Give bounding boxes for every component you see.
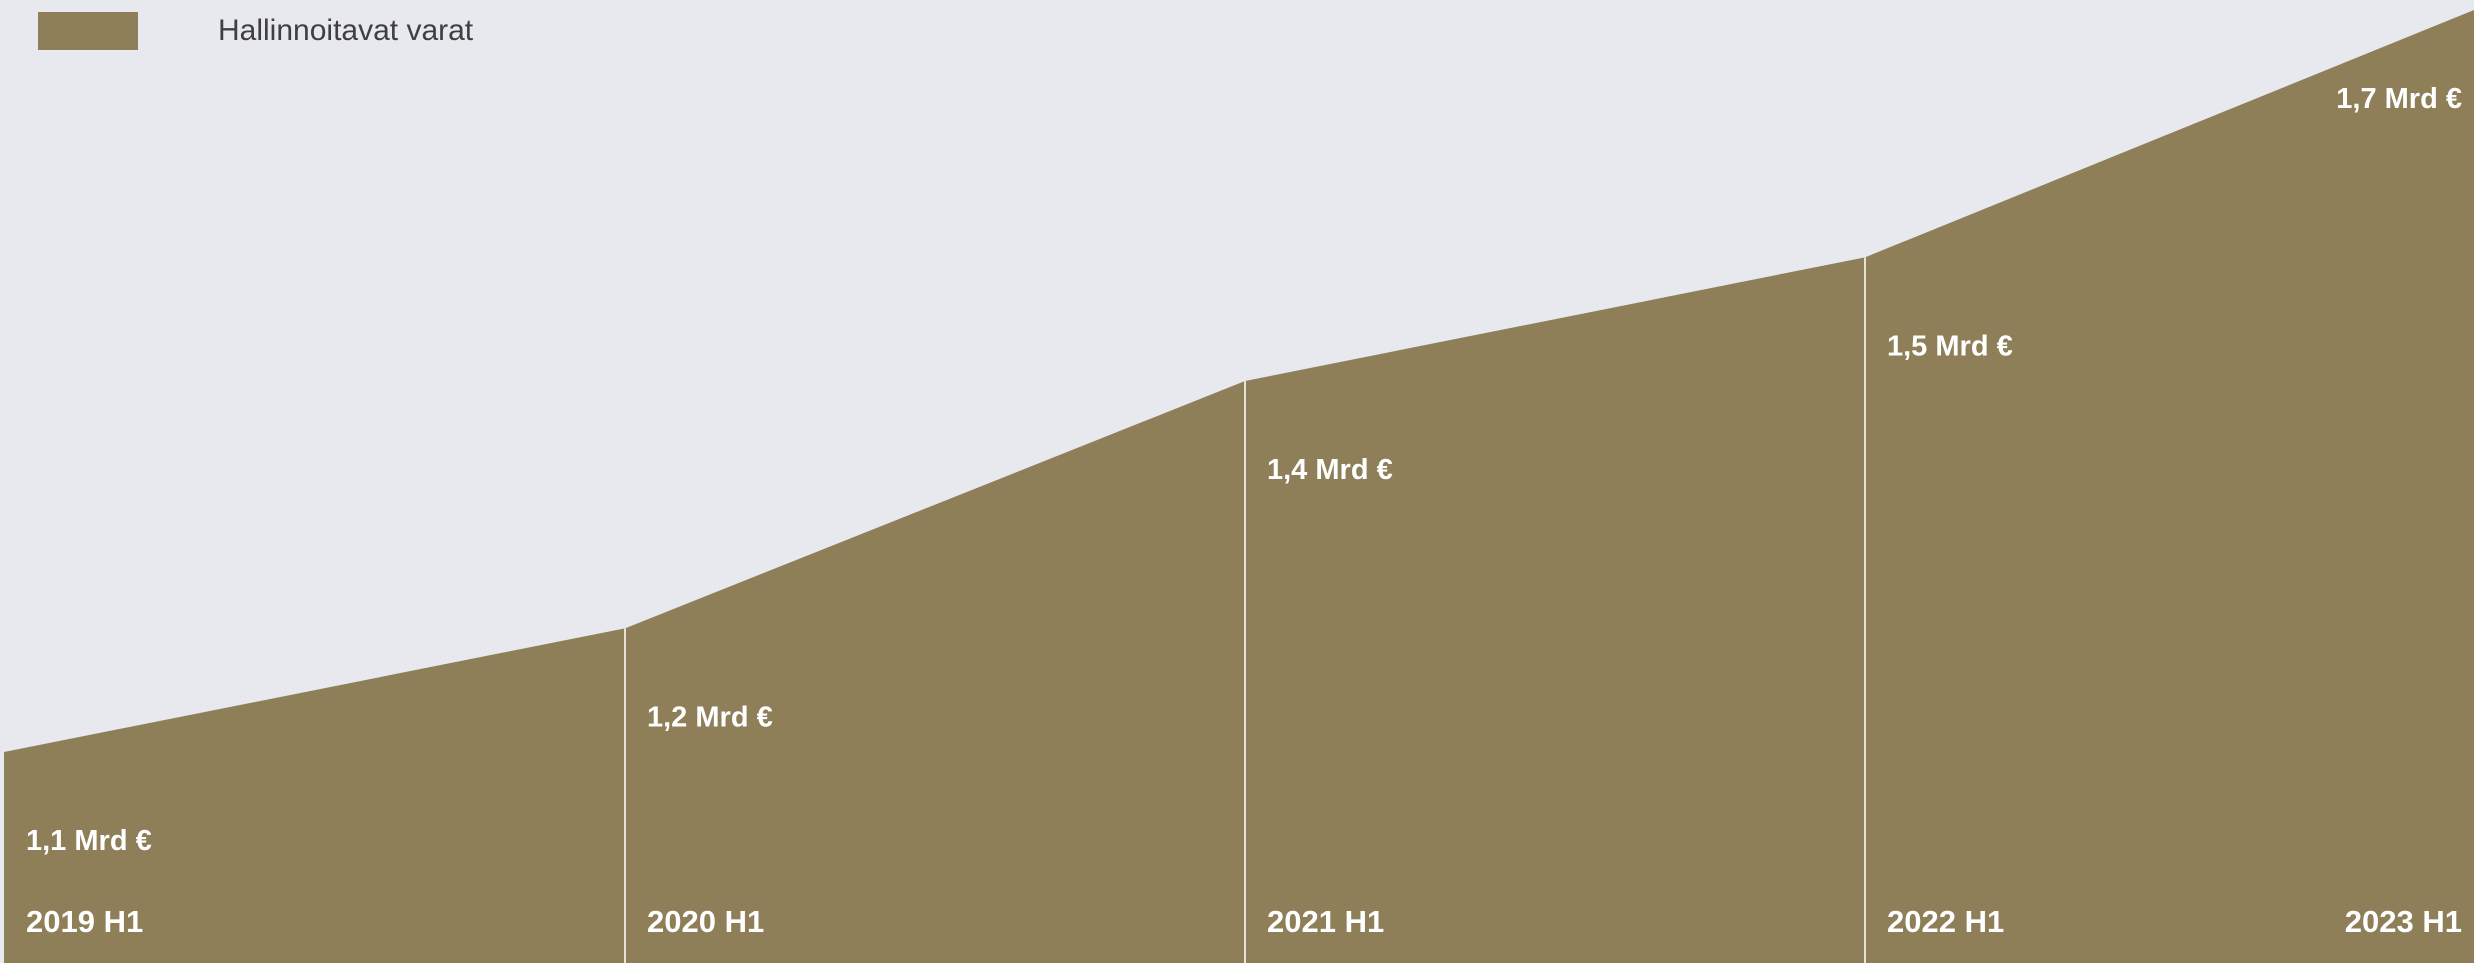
x-tick-label: 2021 H1 — [1267, 904, 1384, 939]
data-label: 1,2 Mrd € — [647, 701, 773, 733]
data-label: 1,4 Mrd € — [1267, 454, 1393, 486]
data-label: 1,5 Mrd € — [1887, 330, 2013, 362]
x-tick-label: 2023 H1 — [2345, 904, 2462, 939]
x-tick-label: 2020 H1 — [647, 904, 764, 939]
legend: Hallinnoitavat varat — [38, 12, 473, 50]
legend-swatch — [38, 12, 138, 50]
area-series-hallinnoitavat-varat — [4, 10, 2474, 963]
data-label: 1,7 Mrd € — [2336, 83, 2462, 115]
legend-label: Hallinnoitavat varat — [218, 14, 474, 47]
x-tick-label: 2022 H1 — [1887, 904, 2004, 939]
x-tick-label: 2019 H1 — [26, 904, 143, 939]
data-label: 1,1 Mrd € — [26, 825, 152, 857]
